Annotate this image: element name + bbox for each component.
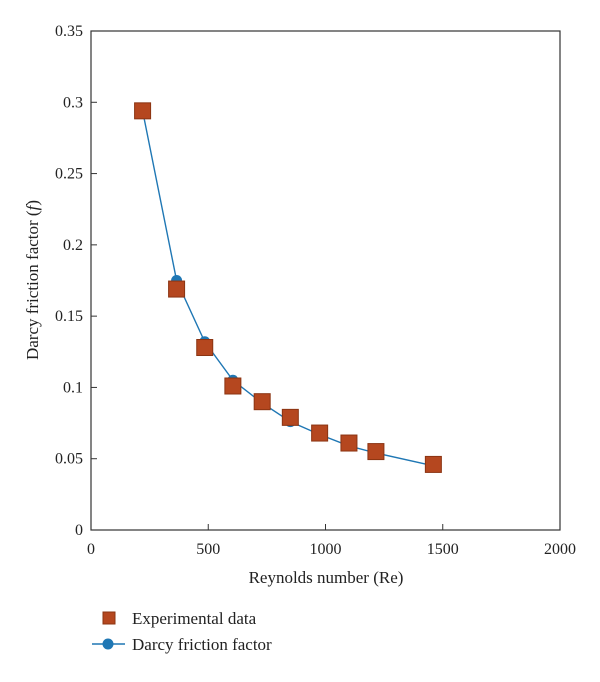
series-layer	[134, 102, 442, 473]
x-axis-title: Reynolds number (Re)	[249, 568, 404, 587]
x-tick-label: 500	[196, 541, 220, 558]
x-tick-label: 0	[87, 541, 95, 558]
experimental-point	[253, 393, 271, 411]
y-axis-title-prefix: Darcy friction factor (	[23, 210, 42, 360]
y-tick-label: 0.15	[55, 308, 83, 325]
experimental-point	[168, 280, 186, 298]
x-tick-label: 1000	[310, 541, 342, 558]
experimental-point	[340, 434, 358, 452]
legend-label-experimental: Experimental data	[132, 609, 257, 628]
legend-label-darcy: Darcy friction factor	[132, 635, 272, 654]
experimental-point	[224, 377, 242, 395]
x-axis: 0 500 1000 1500 2000	[87, 524, 576, 558]
y-tick-label: 0.05	[55, 451, 83, 468]
experimental-point	[424, 455, 442, 473]
y-axis-title: Darcy friction factor (f)	[23, 200, 42, 360]
y-tick-label: 0.25	[55, 166, 83, 183]
y-axis-title-variable: f	[23, 203, 42, 210]
plot-frame	[90, 30, 561, 531]
experimental-point	[367, 443, 385, 461]
experimental-point	[134, 102, 152, 120]
y-tick-label: 0.1	[63, 379, 83, 396]
experimental-point	[196, 339, 214, 357]
darcy-series-line	[141, 110, 434, 467]
x-tick-label: 2000	[544, 541, 576, 558]
y-axis-title-suffix: )	[23, 200, 42, 206]
y-tick-label: 0.2	[63, 237, 83, 254]
x-tick-label: 1500	[427, 541, 459, 558]
y-tick-label: 0.35	[55, 23, 83, 40]
experimental-point	[281, 408, 299, 426]
experimental-point	[311, 424, 329, 442]
legend-circle-icon	[102, 638, 114, 650]
y-axis: 0 0.05 0.1 0.15 0.2 0.25 0.3 0.35	[55, 23, 97, 539]
y-tick-label: 0.3	[63, 94, 83, 111]
legend: Experimental data Darcy friction factor	[92, 609, 272, 654]
legend-square-icon	[102, 611, 116, 625]
y-tick-label: 0	[75, 522, 83, 539]
